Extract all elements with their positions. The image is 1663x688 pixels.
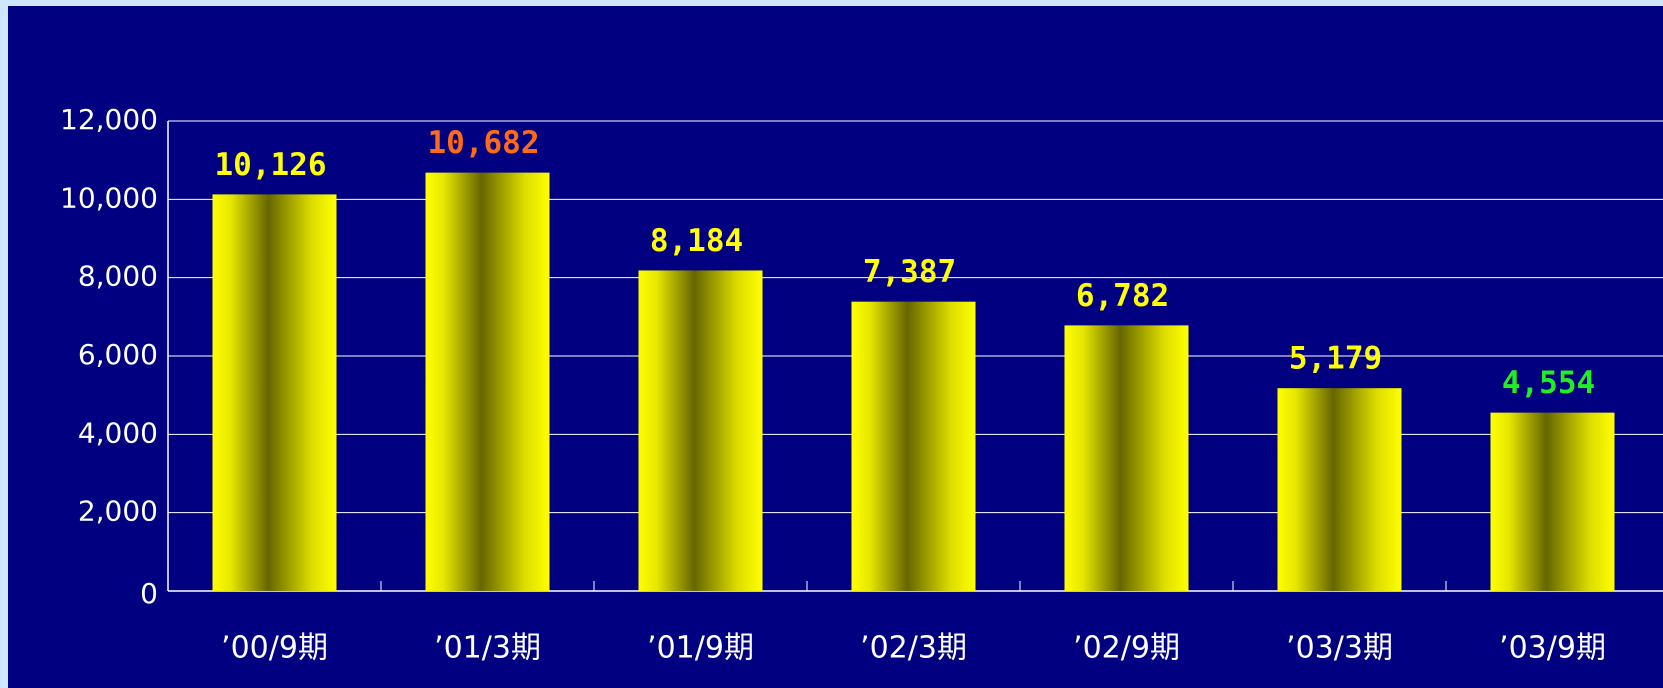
x-tick-label: ’02/3期 [860, 631, 967, 666]
value-label: 10,126 [215, 147, 327, 183]
y-tick-label: 0 [140, 577, 158, 610]
y-tick-label: 4,000 [78, 416, 158, 449]
value-label: 4,554 [1502, 365, 1595, 401]
bar [1277, 388, 1402, 591]
x-tick-label: ’02/9期 [1073, 631, 1180, 666]
x-tick-label: ’01/3期 [434, 631, 541, 666]
x-tick-label: ’00/9期 [221, 631, 328, 666]
value-label: 6,782 [1076, 278, 1169, 314]
bar [638, 270, 763, 591]
value-label: 8,184 [650, 223, 743, 259]
x-tick-label: ’03/3期 [1286, 631, 1393, 666]
bar [1064, 325, 1189, 591]
x-tick-label: ’01/9期 [647, 631, 754, 666]
y-tick-label: 6,000 [78, 338, 158, 371]
value-label: 5,179 [1289, 341, 1382, 377]
y-tick-label: 2,000 [78, 495, 158, 528]
value-label: 7,387 [863, 254, 956, 290]
bar [851, 301, 976, 591]
bar [1490, 412, 1615, 591]
bar [212, 194, 337, 592]
x-tick-label: ’03/9期 [1499, 631, 1606, 666]
y-tick-label: 8,000 [78, 260, 158, 293]
y-tick-label: 10,000 [60, 181, 158, 214]
value-label: 10,682 [428, 125, 540, 161]
y-tick-label: 12,000 [60, 103, 158, 136]
bar [425, 172, 550, 591]
